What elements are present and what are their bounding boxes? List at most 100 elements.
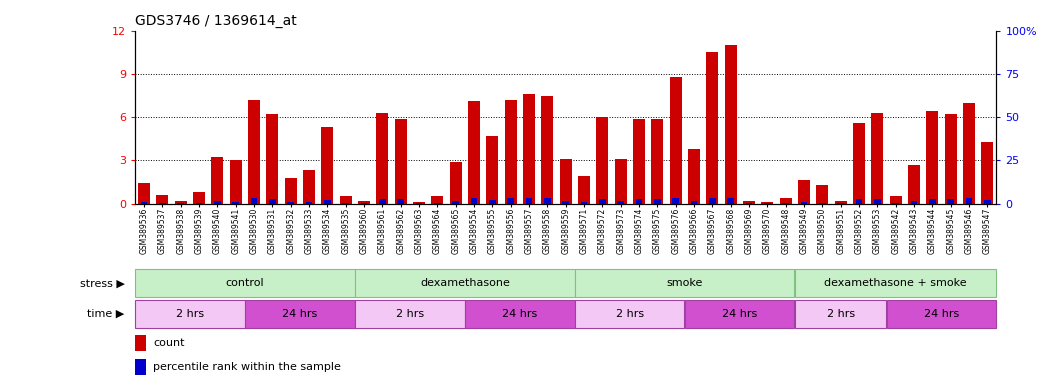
Bar: [339, 196, 352, 204]
Bar: [135, 270, 355, 297]
Bar: [504, 100, 517, 204]
Text: 24 hrs: 24 hrs: [924, 309, 959, 319]
Bar: [248, 100, 261, 204]
Bar: [214, 201, 221, 204]
Bar: [135, 300, 245, 328]
Bar: [559, 159, 572, 204]
Bar: [709, 198, 715, 204]
Bar: [174, 200, 187, 204]
Bar: [526, 198, 532, 204]
Bar: [212, 157, 223, 204]
Bar: [981, 142, 993, 204]
Bar: [343, 203, 349, 204]
Bar: [138, 184, 151, 204]
Bar: [690, 201, 698, 204]
Bar: [578, 176, 590, 204]
Bar: [196, 203, 202, 204]
Bar: [929, 199, 935, 204]
Bar: [728, 198, 734, 204]
Text: percentile rank within the sample: percentile rank within the sample: [153, 362, 340, 372]
Bar: [135, 335, 146, 351]
Bar: [945, 114, 957, 204]
Bar: [795, 270, 996, 297]
Bar: [355, 300, 465, 328]
Bar: [688, 149, 700, 204]
Bar: [251, 198, 257, 204]
Bar: [798, 180, 810, 204]
Bar: [288, 202, 294, 204]
Bar: [855, 199, 863, 204]
Text: 2 hrs: 2 hrs: [616, 309, 644, 319]
Bar: [141, 202, 147, 204]
Bar: [489, 200, 496, 204]
Bar: [575, 300, 684, 328]
Bar: [544, 198, 550, 204]
Bar: [413, 202, 425, 204]
Bar: [886, 300, 996, 328]
Bar: [633, 119, 645, 204]
Bar: [193, 192, 206, 204]
Bar: [508, 198, 514, 204]
Bar: [581, 202, 588, 204]
Bar: [245, 300, 355, 328]
Bar: [575, 270, 794, 297]
Bar: [465, 300, 574, 328]
Text: 2 hrs: 2 hrs: [826, 309, 854, 319]
Bar: [652, 119, 663, 204]
Bar: [673, 198, 679, 204]
Bar: [800, 202, 808, 204]
Bar: [795, 300, 886, 328]
Bar: [926, 111, 938, 204]
Bar: [670, 77, 682, 204]
Bar: [379, 199, 386, 204]
Bar: [871, 113, 883, 204]
Bar: [377, 113, 388, 204]
Bar: [324, 200, 331, 204]
Bar: [853, 123, 865, 204]
Bar: [269, 199, 276, 204]
Bar: [306, 202, 312, 204]
Bar: [267, 114, 278, 204]
Bar: [523, 94, 535, 204]
Bar: [963, 103, 975, 204]
Bar: [685, 300, 794, 328]
Bar: [890, 196, 902, 204]
Bar: [707, 52, 718, 204]
Bar: [358, 200, 370, 204]
Bar: [893, 203, 899, 204]
Bar: [599, 199, 605, 204]
Bar: [398, 199, 404, 204]
Bar: [229, 161, 242, 204]
Bar: [780, 198, 792, 204]
Bar: [618, 201, 624, 204]
Text: 24 hrs: 24 hrs: [502, 309, 538, 319]
Bar: [449, 162, 462, 204]
Bar: [783, 203, 789, 204]
Bar: [965, 198, 973, 204]
Bar: [468, 101, 480, 204]
Bar: [471, 198, 477, 204]
Text: GDS3746 / 1369614_at: GDS3746 / 1369614_at: [135, 14, 297, 28]
Bar: [835, 200, 847, 204]
Bar: [159, 203, 166, 204]
Bar: [157, 195, 168, 204]
Text: count: count: [153, 338, 185, 348]
Bar: [614, 159, 627, 204]
Text: dexamethasone + smoke: dexamethasone + smoke: [824, 278, 967, 288]
Bar: [948, 199, 954, 204]
Bar: [743, 200, 755, 204]
Bar: [984, 200, 990, 204]
Text: time ▶: time ▶: [87, 309, 125, 319]
Bar: [908, 165, 920, 204]
Text: 24 hrs: 24 hrs: [282, 309, 318, 319]
Bar: [635, 199, 643, 204]
Text: 2 hrs: 2 hrs: [395, 309, 424, 319]
Bar: [654, 199, 660, 204]
Bar: [819, 203, 825, 204]
Bar: [394, 119, 407, 204]
Bar: [910, 201, 918, 204]
Text: control: control: [225, 278, 265, 288]
Bar: [874, 199, 880, 204]
Bar: [762, 202, 773, 204]
Text: 2 hrs: 2 hrs: [175, 309, 204, 319]
